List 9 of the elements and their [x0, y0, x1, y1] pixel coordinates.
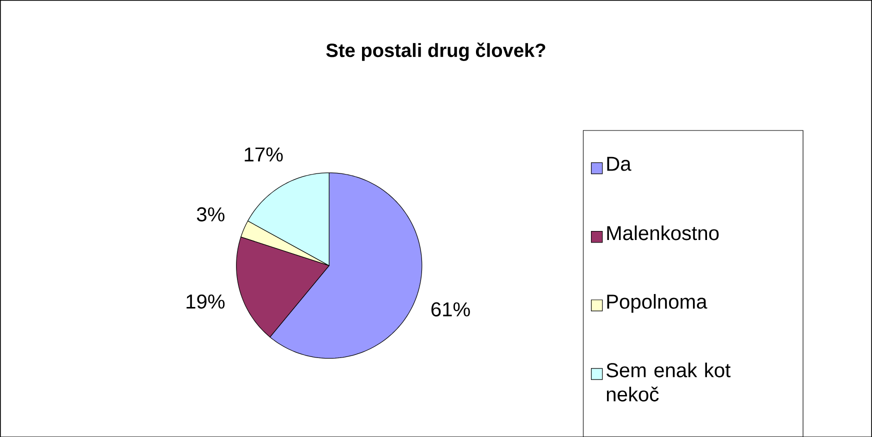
data-label: 19%	[186, 294, 225, 308]
data-label: 17%	[244, 147, 283, 162]
legend-label: Da	[607, 156, 632, 171]
data-label: 61%	[431, 302, 470, 316]
legend-label: Malenkostno	[607, 225, 719, 240]
data-label: 3%	[196, 207, 224, 222]
chart-title: Ste postali drug človek?	[326, 42, 546, 61]
legend-label: Sem enak kot nekoč	[606, 362, 731, 402]
legend-label: Popolnoma	[607, 294, 708, 313]
